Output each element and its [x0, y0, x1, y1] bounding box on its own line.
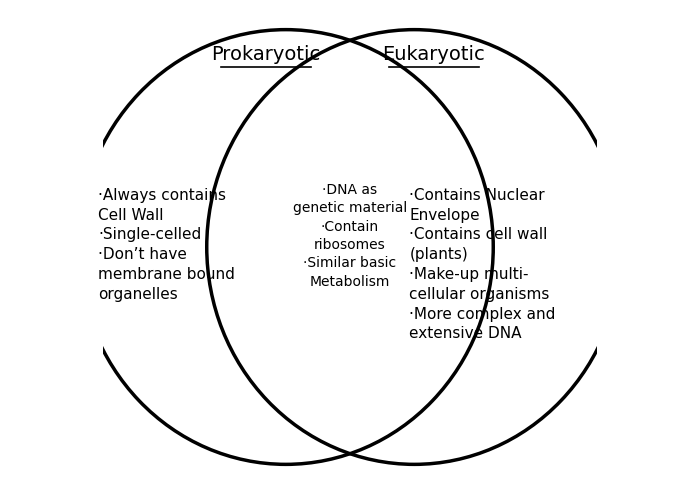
Text: ·Always contains
Cell Wall
·Single-celled
·Don’t have
membrane bound
organelles: ·Always contains Cell Wall ·Single-celle…: [98, 188, 235, 302]
Text: ·Contains Nuclear
Envelope
·Contains cell wall
(plants)
·Make-up multi-
cellular: ·Contains Nuclear Envelope ·Contains cel…: [410, 188, 556, 341]
Text: Eukaryotic: Eukaryotic: [383, 45, 485, 64]
Text: ·DNA as
genetic material
·Contain
ribosomes
·Similar basic
Metabolism: ·DNA as genetic material ·Contain riboso…: [293, 183, 407, 289]
Text: Prokaryotic: Prokaryotic: [211, 45, 321, 64]
